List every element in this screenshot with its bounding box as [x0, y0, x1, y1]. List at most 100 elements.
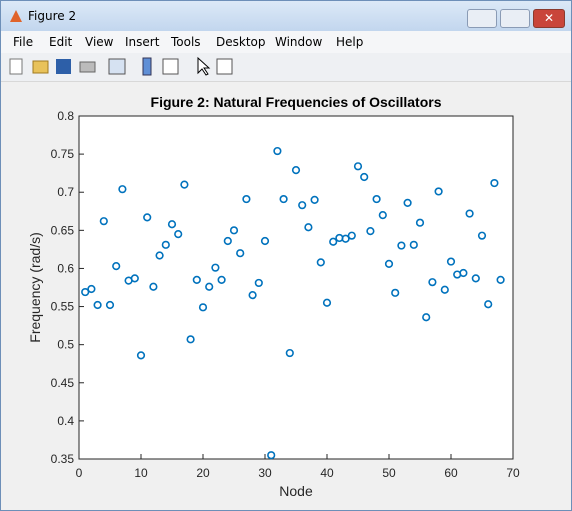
- window-title: Figure 2: [28, 9, 77, 23]
- data-point: [229, 226, 239, 235]
- data-point: [174, 230, 183, 239]
- data-point: [260, 236, 270, 246]
- data-point: [471, 274, 480, 283]
- menu-item[interactable]: Desktop: [216, 35, 266, 49]
- x-tick-label: 70: [506, 466, 520, 480]
- x-tick-label: 30: [258, 466, 272, 480]
- menu-item[interactable]: Edit: [49, 35, 73, 49]
- data-point: [409, 240, 418, 249]
- data-point: [167, 220, 177, 229]
- x-tick-label: 10: [134, 466, 148, 480]
- data-point: [155, 251, 164, 260]
- y-axis-label: Frequency (rad/s): [27, 232, 43, 342]
- menu-item[interactable]: Tools: [171, 35, 201, 49]
- data-point: [440, 285, 449, 294]
- data-point: [186, 335, 195, 344]
- menu-item[interactable]: Help: [336, 35, 364, 49]
- data-point: [130, 274, 139, 283]
- data-point: [205, 282, 214, 291]
- data-point: [477, 231, 487, 240]
- data-point: [366, 226, 375, 236]
- data-point: [372, 194, 381, 204]
- data-point: [384, 259, 394, 268]
- x-tick-label: 20: [196, 466, 210, 480]
- data-point: [267, 451, 276, 460]
- y-tick-label: 0.45: [51, 376, 75, 390]
- data-point: [105, 300, 115, 310]
- y-tick-label: 0.4: [57, 414, 74, 428]
- menu-item[interactable]: File: [13, 35, 34, 49]
- data-point: [316, 258, 325, 267]
- data-point: [81, 287, 90, 297]
- data-point: [391, 288, 400, 297]
- data-point: [236, 249, 245, 258]
- data-point: [273, 146, 282, 156]
- data-point: [490, 178, 499, 188]
- data-point: [465, 209, 474, 218]
- toolbar-icons: [9, 56, 233, 76]
- menu-bar: File Edit View Insert Tools Desktop Window Help: [1, 31, 571, 53]
- data-point: [99, 217, 108, 226]
- maximize-button[interactable]: [500, 9, 530, 28]
- data-point: [143, 213, 152, 222]
- chart: Figure 2: Natural Frequencies of Oscilla…: [27, 94, 520, 499]
- data-point: [403, 198, 412, 207]
- data-point: [93, 300, 102, 310]
- data-point: [118, 185, 127, 194]
- data-point: [211, 263, 220, 272]
- data-point: [353, 162, 363, 171]
- y-tick-label: 0.5: [57, 338, 74, 352]
- y-tick-label: 0.55: [51, 300, 75, 314]
- data-point: [446, 257, 456, 266]
- data-point: [415, 218, 425, 227]
- x-tick-label: 50: [382, 466, 396, 480]
- y-tick-label: 0.6: [57, 261, 74, 275]
- app-icon: [10, 10, 22, 22]
- data-point: [112, 262, 121, 271]
- data-point: [304, 223, 313, 232]
- chart-title: Figure 2: Natural Frequencies of Oscilla…: [151, 94, 442, 110]
- data-point: [279, 194, 288, 204]
- data-point: [378, 210, 387, 220]
- data-point: [192, 275, 201, 284]
- x-tick-label: 60: [444, 466, 458, 480]
- y-tick-label: 0.7: [57, 185, 74, 199]
- close-button[interactable]: ✕: [533, 9, 565, 28]
- data-point: [217, 275, 226, 284]
- data-point: [136, 351, 146, 360]
- data-point: [422, 313, 431, 322]
- data-point: [496, 275, 505, 284]
- data-point: [254, 278, 263, 288]
- data-point: [310, 195, 319, 204]
- title-bar: Figure 2 ✕: [1, 1, 571, 31]
- menu-item[interactable]: View: [85, 35, 114, 49]
- data-point: [434, 187, 443, 196]
- y-tick-label: 0.75: [51, 147, 75, 161]
- data-point: [484, 300, 493, 309]
- x-axis-label: Node: [279, 483, 313, 499]
- data-point: [87, 284, 96, 294]
- data-point: [223, 236, 232, 246]
- data-point: [322, 298, 332, 307]
- data-point: [428, 278, 437, 287]
- data-point: [180, 180, 189, 189]
- menu-item[interactable]: Insert: [125, 35, 160, 49]
- data-point: [341, 234, 350, 243]
- data-point: [149, 282, 158, 291]
- data-point: [360, 172, 369, 182]
- data-point: [298, 201, 307, 210]
- minimize-button[interactable]: [467, 9, 497, 28]
- menu-item[interactable]: Window: [275, 35, 323, 49]
- y-tick-label: 0.8: [57, 109, 74, 123]
- data-point: [459, 268, 468, 278]
- data-point: [248, 291, 257, 300]
- data-point: [285, 348, 294, 358]
- toolbar: [1, 53, 571, 82]
- data-point: [291, 166, 301, 175]
- x-tick-label: 40: [320, 466, 334, 480]
- y-tick-label: 0.35: [51, 452, 75, 466]
- data-point: [397, 241, 406, 250]
- x-tick-label: 0: [76, 466, 83, 480]
- data-point: [198, 303, 208, 312]
